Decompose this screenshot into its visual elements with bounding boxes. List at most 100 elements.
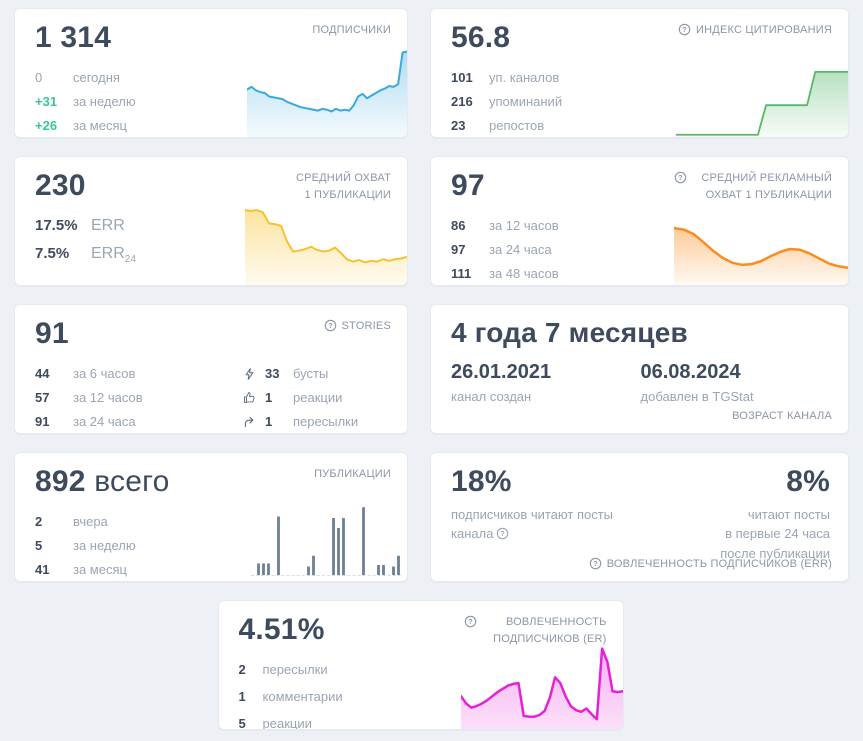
stat-label: за 6 часов: [73, 365, 136, 381]
svg-text:?: ?: [678, 173, 683, 182]
subscribers-stats: 0 сегодня +31 за неделю +26 за месяц: [35, 70, 389, 134]
err-right-label: читают посты в первые 24 часа после публ…: [720, 506, 830, 561]
created-date-block: 26.01.2021 канал создан: [451, 361, 641, 404]
avg-reach-value: 230: [35, 169, 86, 202]
stat-label: пересылки: [293, 413, 359, 429]
publications-card: ПУБЛИКАЦИИ 892 всего 2 вчера 5 за неделю…: [14, 452, 408, 582]
stat-label: за 24 часа: [73, 413, 136, 429]
er-stats: 2 пересылки 1 комментарии 5 реакции: [238, 661, 605, 730]
stat-value: 33: [265, 365, 280, 381]
stat-value: 5: [238, 715, 246, 730]
stat-value: 1: [265, 413, 273, 429]
publications-total: 892 всего: [35, 465, 389, 500]
stat-label: пересылки: [262, 661, 328, 677]
stat-row: +26 за месяц: [35, 118, 389, 134]
publications-bar-chart: [251, 498, 401, 576]
stat-label: бусты: [293, 365, 329, 381]
stat-value: +31: [35, 93, 58, 109]
err-footer: ? ВОВЛЕЧЕННОСТЬ ПОДПИСЧИКОВ (ERR): [589, 557, 832, 570]
err-left-label: подписчиков читают посты канала?: [451, 506, 614, 542]
added-date: 06.08.2024: [640, 361, 741, 384]
channel-age-footer: ВОЗРАСТ КАНАЛА: [732, 410, 832, 422]
boost-icon: [243, 366, 265, 382]
stat-value: 57: [35, 389, 50, 405]
card-title-label: ИНДЕКС ЦИТИРОВАНИЯ: [696, 24, 832, 36]
stat-label: упоминаний: [489, 93, 563, 109]
stat-label: ERR: [91, 216, 125, 234]
added-date-label: добавлен в TGStat: [640, 389, 754, 405]
citation-index-sparkline: [676, 63, 848, 137]
svg-text:?: ?: [593, 559, 598, 568]
stat-value: 5: [35, 537, 43, 553]
stat-label: репостов: [489, 117, 545, 133]
stat-value: 0: [35, 69, 43, 85]
stat-row: 33 бусты: [243, 366, 358, 382]
like-icon: [243, 390, 265, 406]
err-right-block: 8% читают посты в первые 24 часа после п…: [720, 465, 830, 563]
svg-text:?: ?: [468, 617, 473, 626]
channel-age-value: 4 года 7 месяцев: [451, 317, 688, 348]
footer-label: ВОЗРАСТ КАНАЛА: [732, 410, 832, 422]
card-title-stories: ? STORIES: [324, 318, 392, 335]
stat-value: 216: [451, 93, 473, 109]
er-card: ? ВОВЛЕЧЕННОСТЬ ПОДПИСЧИКОВ (ER) 4.51% 2…: [217, 600, 624, 730]
stat-value: 97: [451, 241, 466, 257]
stat-value: 17.5%: [35, 216, 78, 234]
stat-value: +26: [35, 117, 58, 133]
added-date-block: 06.08.2024 добавлен в TGStat: [641, 361, 831, 404]
created-date: 26.01.2021: [451, 361, 552, 384]
er-value: 4.51%: [238, 613, 325, 646]
card-title-label: СРЕДНИЙ ОХВАТ 1 ПУБЛИКАЦИИ: [295, 172, 391, 201]
card-title-label: ПУБЛИКАЦИИ: [314, 468, 391, 480]
citation-index-card: ? ИНДЕКС ЦИТИРОВАНИЯ 56.8 101 уп. канало…: [430, 8, 849, 138]
help-icon[interactable]: ?: [589, 557, 602, 570]
forward-icon: [243, 414, 265, 430]
stat-row: 17.5% ERR: [35, 216, 389, 234]
channel-age-card: 4 года 7 месяцев 26.01.2021 канал создан…: [430, 304, 849, 434]
help-icon[interactable]: ?: [324, 319, 337, 332]
stat-value: 2: [35, 513, 43, 529]
stories-columns: 44 за 6 часов 57 за 12 часов 91 за 24 ча…: [35, 352, 389, 434]
card-title-avg-ad-reach: ? СРЕДНИЙ РЕКЛАМНЫЙ ОХВАТ 1 ПУБЛИКАЦИИ: [674, 170, 832, 203]
stories-stats-left: 44 за 6 часов 57 за 12 часов 91 за 24 ча…: [35, 365, 243, 434]
stat-label: уп. каналов: [489, 69, 560, 85]
avg-ad-reach-value: 97: [451, 169, 485, 202]
help-icon[interactable]: ?: [678, 23, 691, 36]
card-title-label: ПОДПИСЧИКИ: [312, 24, 391, 36]
stat-row: 101 уп. каналов: [451, 70, 830, 86]
stat-row: 86 за 12 часов: [451, 218, 830, 234]
stories-stats-right: 33 бусты 1 реакции 1 пересылки: [243, 366, 359, 434]
err24-subscript: 24: [124, 253, 136, 265]
stat-value: 1: [238, 688, 246, 704]
stat-row: 1 комментарии: [239, 689, 605, 705]
stat-row: 216 упоминаний: [451, 94, 830, 110]
avg-reach-card: СРЕДНИЙ ОХВАТ 1 ПУБЛИКАЦИИ 230 17.5% ERR…: [14, 156, 408, 286]
stat-value: 91: [35, 413, 50, 429]
help-icon[interactable]: ?: [674, 171, 687, 184]
card-title-er: ? ВОВЛЕЧЕННОСТЬ ПОДПИСЧИКОВ (ER): [464, 614, 607, 647]
err-right-value: 8%: [786, 465, 830, 498]
stat-row: 2 вчера: [35, 514, 389, 530]
stat-row: 111 за 48 часов: [451, 266, 830, 282]
card-title-subscribers: ПОДПИСЧИКИ: [312, 22, 391, 39]
stat-value: 1: [265, 389, 273, 405]
help-icon[interactable]: ?: [496, 527, 509, 540]
stat-row: 7.5% ERR24: [35, 244, 389, 268]
channel-age-dates: 26.01.2021 канал создан 06.08.2024 добав…: [451, 361, 830, 404]
subscribers-card: ПОДПИСЧИКИ 1 314 0 сегодня +31 за неделю…: [14, 8, 408, 138]
subscribers-count: 1 314: [35, 21, 112, 54]
card-title-label: ВОВЛЕЧЕННОСТЬ ПОДПИСЧИКОВ (ER): [493, 616, 607, 645]
stat-label: комментарии: [262, 688, 343, 704]
stat-row: 91 за 24 часа: [35, 414, 243, 430]
stat-label: за 12 часов: [73, 389, 143, 405]
avg-reach-stats: 17.5% ERR 7.5% ERR24: [35, 216, 389, 268]
stat-label: за месяц: [73, 561, 127, 577]
stat-label: за неделю: [73, 93, 136, 109]
err-left-block: 18% подписчиков читают посты канала?: [451, 465, 629, 563]
stat-label: за месяц: [73, 117, 127, 133]
help-icon[interactable]: ?: [464, 615, 477, 628]
card-title-avg-reach: СРЕДНИЙ ОХВАТ 1 ПУБЛИКАЦИИ: [289, 170, 391, 203]
stat-value: 7.5%: [35, 244, 70, 262]
stat-label: реакции: [293, 389, 343, 405]
